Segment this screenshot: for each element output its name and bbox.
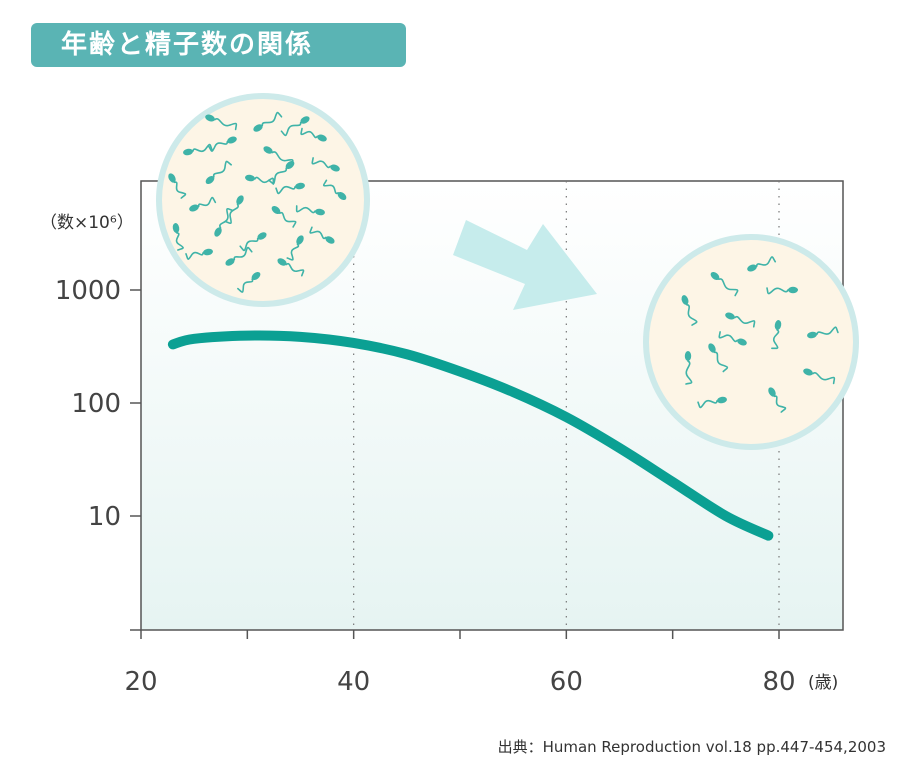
tick-labels: 20 40 60 80 10 100 1000 (55, 276, 796, 697)
sperm-icon (295, 205, 325, 216)
y-axis-label: （数×10⁶） (40, 213, 134, 233)
sperm-icon (239, 232, 267, 252)
sperm-icon (322, 179, 347, 201)
sperm-icon (768, 387, 787, 413)
sperm-icon (277, 258, 305, 277)
sperm-icon (214, 208, 234, 237)
sperm-icon (725, 312, 756, 328)
y-tick-label-1000: 1000 (55, 276, 121, 306)
source-note: 出典：Human Reproduction vol.18 pp.447-454,… (497, 738, 886, 756)
y-tick-label-10: 10 (88, 502, 121, 532)
sperm-icon (267, 160, 295, 185)
sperm-circle-old (643, 234, 859, 450)
sperm-icon (205, 114, 238, 131)
sperm-icon (803, 368, 836, 385)
sperm-icon (684, 351, 693, 385)
sperm-icon (224, 195, 244, 224)
sperm-icon (697, 396, 727, 409)
sperm-icon (766, 286, 798, 295)
decrease-arrow (453, 220, 597, 310)
sperm-icon (311, 157, 340, 172)
sperm-icon (205, 160, 233, 185)
x-tick-label-80: 80 (762, 667, 795, 697)
sperm-icon (225, 246, 253, 266)
sperm-icon (245, 174, 275, 185)
x-tick-label-20: 20 (124, 667, 157, 697)
sperm-icon (237, 271, 261, 293)
sperm-icon (309, 226, 335, 244)
sperm-icon (207, 136, 237, 152)
sperm-icon (185, 248, 213, 260)
sperm-icon (271, 205, 297, 228)
sperm-icon (253, 111, 283, 132)
sperm-icon (189, 196, 217, 212)
sperm-icon (183, 143, 213, 156)
sperm-icon (172, 223, 184, 251)
sperm-circle-young (156, 93, 370, 307)
sperm-group-old (681, 256, 839, 413)
sperm-icon (710, 271, 739, 297)
x-tick-label-40: 40 (337, 667, 370, 697)
sperm-icon (747, 256, 777, 272)
sperm-icon (280, 116, 310, 137)
sperm-icon (681, 295, 698, 326)
sperm-icon (718, 331, 747, 346)
sperm-icon (168, 173, 187, 199)
y-tick-label-100: 100 (71, 389, 121, 419)
x-axis-label: (歳) (808, 673, 838, 693)
x-tick-label-60: 60 (550, 667, 583, 697)
chart-title: 年齢と精子数の関係 (31, 23, 406, 67)
sperm-icon (286, 235, 304, 261)
series-line (167, 330, 774, 541)
axes (130, 289, 780, 639)
sperm-icon (771, 320, 782, 350)
sperm-icon (708, 343, 729, 373)
sperm-icon (807, 326, 839, 339)
sperm-icon (300, 127, 327, 142)
sperm-icon (275, 182, 305, 195)
sperm-group-young (168, 111, 347, 293)
